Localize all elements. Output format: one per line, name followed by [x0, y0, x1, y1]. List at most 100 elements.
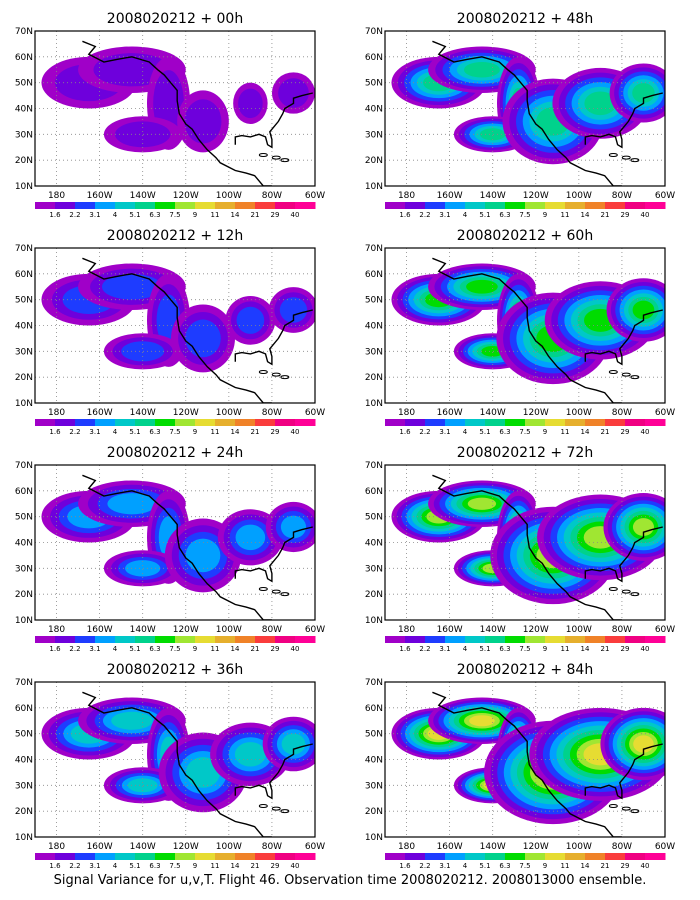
colorbar-swatch	[295, 419, 316, 426]
island-outline	[621, 806, 631, 811]
lon-tick-label: 100W	[216, 191, 242, 201]
colorbar-swatch	[485, 636, 506, 643]
lat-tick-label: 20N	[15, 156, 33, 166]
colorbar-label: 21	[601, 645, 610, 653]
colorbar-label: 4	[113, 428, 118, 436]
colorbar-swatch	[405, 202, 426, 209]
lat-tick-label: 10N	[15, 399, 33, 409]
lat-tick-label: 60N	[15, 487, 33, 497]
lon-tick-label: 140W	[130, 408, 156, 418]
lon-tick-label: 180	[398, 842, 415, 852]
colorbar-swatch	[115, 419, 136, 426]
lon-tick-label: 140W	[480, 625, 506, 635]
colorbar-swatch	[525, 419, 546, 426]
map-area	[385, 248, 665, 403]
lat-tick-label: 70N	[365, 461, 383, 471]
colorbar-label: 29	[271, 645, 280, 653]
map-area	[385, 31, 665, 186]
colorbar-swatch	[565, 636, 586, 643]
colorbar-label: 5.1	[129, 645, 140, 653]
island-outline	[271, 372, 281, 377]
colorbar-label: 3.1	[439, 211, 450, 219]
lat-tick-label: 50N	[15, 296, 33, 306]
lon-tick-label: 100W	[216, 408, 242, 418]
colorbar-label: 3.1	[89, 862, 100, 870]
colorbar-label: 4	[463, 645, 468, 653]
lat-tick-label: 10N	[365, 399, 383, 409]
variance-contour	[111, 711, 153, 730]
colorbar-label: 9	[543, 428, 547, 436]
colorbar-label: 2.2	[69, 645, 80, 653]
colorbar-swatch	[75, 419, 96, 426]
colorbar-label: 1.6	[49, 645, 61, 653]
variance-contour	[467, 497, 497, 510]
coastline	[432, 257, 622, 403]
lat-tick-label: 30N	[15, 781, 33, 791]
panel-title: 2008020212 + 36h	[107, 662, 243, 678]
coastline	[584, 743, 663, 800]
lon-tick-label: 60W	[655, 408, 675, 418]
colorbar-label: 5.1	[129, 862, 140, 870]
lat-tick-label: 40N	[15, 539, 33, 549]
lon-tick-label: 60W	[655, 191, 675, 201]
lat-tick-label: 70N	[15, 678, 33, 688]
colorbar-label: 6.3	[149, 428, 160, 436]
colorbar-swatch	[505, 202, 526, 209]
colorbar-swatch	[35, 419, 56, 426]
lat-tick-label: 60N	[365, 53, 383, 63]
lon-tick-label: 120W	[173, 408, 199, 418]
variance-contour	[234, 742, 266, 767]
colorbar-swatch	[385, 419, 406, 426]
lon-tick-label: 120W	[523, 842, 549, 852]
lon-tick-label: 100W	[566, 842, 592, 852]
colorbar-label: 9	[543, 862, 547, 870]
colorbar-label: 4	[113, 211, 118, 219]
map-panel: 2008020212 + 72h 10N 20N 30N 40N 50N 60N 70N 180…	[365, 445, 675, 653]
colorbar-label: 1.6	[399, 645, 411, 653]
colorbar-label: 9	[543, 645, 547, 653]
colorbar-swatch	[215, 636, 236, 643]
colorbar-swatch	[35, 202, 56, 209]
lon-tick-label: 180	[48, 191, 65, 201]
lon-tick-label: 100W	[216, 842, 242, 852]
variance-contour	[125, 560, 161, 577]
lat-tick-label: 40N	[365, 105, 383, 115]
lat-tick-label: 30N	[365, 347, 383, 357]
colorbar-swatch	[405, 419, 426, 426]
map-frame	[34, 681, 316, 838]
colorbar-label: 21	[251, 645, 260, 653]
panel-title: 2008020212 + 24h	[107, 445, 243, 461]
lat-tick-label: 40N	[15, 322, 33, 332]
variance-contour	[185, 757, 221, 788]
colorbar-swatch	[585, 636, 606, 643]
colorbar-label: 11	[211, 645, 220, 653]
colorbar-label: 2.2	[419, 862, 430, 870]
colorbar-label: 6.3	[499, 862, 510, 870]
colorbar-swatch	[75, 636, 96, 643]
colorbar-swatch	[585, 202, 606, 209]
colorbar-swatch	[405, 636, 426, 643]
colorbar-label: 11	[561, 211, 570, 219]
map-panel: 2008020212 + 00h 10N 20N 30N 40N 50N 60N 70N 180…	[15, 11, 325, 219]
lon-tick-label: 160W	[437, 625, 463, 635]
colorbar-label: 21	[251, 211, 260, 219]
colorbar-label: 1.6	[49, 211, 61, 219]
colorbar-swatch	[625, 853, 646, 860]
colorbar-label: 11	[211, 428, 220, 436]
map-panel: 2008020212 + 60h 10N 20N 30N 40N 50N 60N 70N 180…	[365, 228, 675, 436]
colorbar-label: 21	[601, 862, 610, 870]
colorbar-swatch	[115, 853, 136, 860]
coastline	[432, 691, 622, 837]
colorbar-label: 21	[601, 211, 610, 219]
colorbar-swatch	[505, 853, 526, 860]
island-outline	[608, 587, 618, 591]
variance-contour	[632, 83, 655, 103]
colorbar-swatch	[55, 636, 76, 643]
colorbar-swatch	[275, 636, 296, 643]
variance-contour	[184, 99, 222, 144]
colorbar-swatch	[135, 419, 156, 426]
colorbar-label: 6.3	[499, 211, 510, 219]
colorbar-swatch	[565, 202, 586, 209]
island-outline	[621, 155, 631, 160]
panel-title: 2008020212 + 84h	[457, 662, 593, 678]
